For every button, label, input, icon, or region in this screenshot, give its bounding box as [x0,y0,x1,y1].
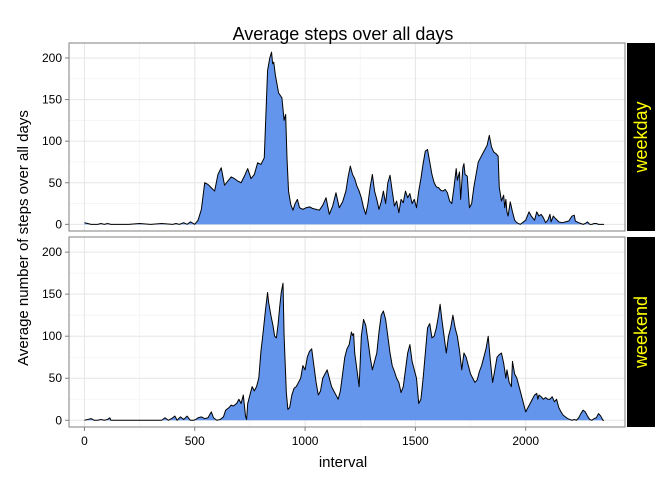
series-line-weekend [84,282,605,421]
x-tick-label: 1500 [402,434,429,448]
y-tick-label: 100 [42,329,62,343]
y-tick-label: 0 [55,217,62,231]
series-line-weekday [84,51,605,225]
facet-strip-label: weekend [631,296,651,369]
facet-strip [627,237,655,427]
x-tick-label: 1000 [292,434,319,448]
panel-border [68,42,626,232]
y-tick-label: 0 [55,413,62,427]
area-fill-weekend [84,283,605,421]
y-tick-label: 150 [42,287,62,301]
chart-title: Average steps over all days [233,24,454,44]
y-tick-label: 150 [42,93,62,107]
y-tick-label: 50 [49,176,63,190]
x-axis-label: interval [319,454,367,471]
y-tick-label: 200 [42,51,62,65]
y-tick-label: 50 [49,371,63,385]
facet-strip [627,43,655,231]
x-tick-label: 0 [81,434,88,448]
panel-weekday: weekday 0 50 100 150 200 [42,42,655,232]
y-tick-label: 100 [42,134,62,148]
x-tick-label: 2000 [512,434,539,448]
y-tick-label: 200 [42,245,62,259]
panel-border [68,236,626,428]
panel-weekend: weekend 0 50 100 150 200 [42,236,655,428]
x-tick-label: 500 [185,434,205,448]
facet-strip-label: weekday [631,101,651,173]
y-axis-label: Average number of steps over all days [15,110,32,366]
